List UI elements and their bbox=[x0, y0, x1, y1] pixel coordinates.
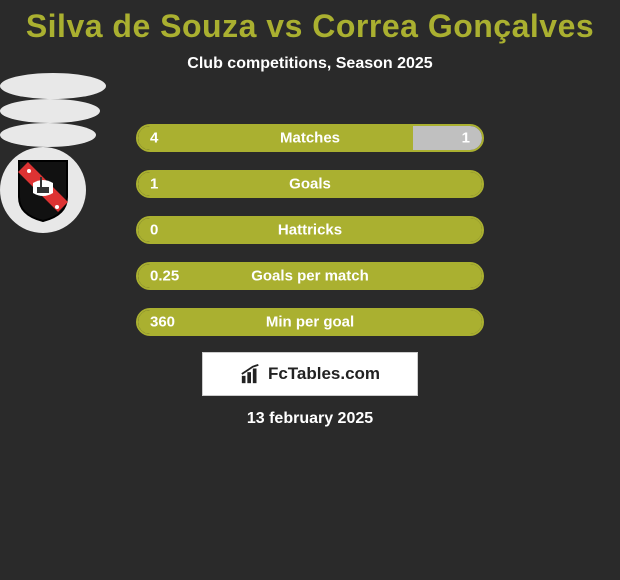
stat-fill-left bbox=[138, 126, 413, 150]
stat-fill-right bbox=[413, 126, 482, 150]
stat-row: 360 Min per goal bbox=[136, 308, 484, 336]
stat-row: 4 1 Matches bbox=[136, 124, 484, 152]
stat-row: 0 Hattricks bbox=[136, 216, 484, 244]
stat-label: Hattricks bbox=[278, 222, 342, 239]
stat-value-left: 360 bbox=[150, 314, 175, 331]
stat-value-left: 0 bbox=[150, 222, 158, 239]
player-right-badge-2 bbox=[0, 147, 86, 233]
stat-label: Matches bbox=[280, 130, 340, 147]
attribution-text: FcTables.com bbox=[268, 364, 380, 384]
stat-row: 0.25 Goals per match bbox=[136, 262, 484, 290]
stat-value-left: 1 bbox=[150, 176, 158, 193]
stat-value-right: 1 bbox=[462, 130, 470, 147]
comparison-infographic: Silva de Souza vs Correa Gonçalves Club … bbox=[0, 0, 620, 580]
page-subtitle: Club competitions, Season 2025 bbox=[0, 55, 620, 73]
date-label: 13 february 2025 bbox=[247, 410, 373, 428]
stat-value-left: 4 bbox=[150, 130, 158, 147]
stat-bars: 4 1 Matches 1 Goals 0 Hattricks 0.25 Goals per m… bbox=[136, 124, 484, 354]
player-right-badge-1 bbox=[0, 123, 96, 147]
stat-row: 1 Goals bbox=[136, 170, 484, 198]
stat-label: Goals bbox=[289, 176, 331, 193]
attribution-box: FcTables.com bbox=[202, 352, 418, 396]
stat-value-left: 0.25 bbox=[150, 268, 179, 285]
club-shield-icon bbox=[15, 157, 71, 223]
player-left-badge-2 bbox=[0, 99, 100, 123]
stat-label: Goals per match bbox=[251, 268, 369, 285]
page-title: Silva de Souza vs Correa Gonçalves bbox=[0, 8, 620, 45]
bars-chart-icon bbox=[240, 363, 262, 385]
player-left-badge-1 bbox=[0, 73, 106, 99]
stat-label: Min per goal bbox=[266, 314, 354, 331]
